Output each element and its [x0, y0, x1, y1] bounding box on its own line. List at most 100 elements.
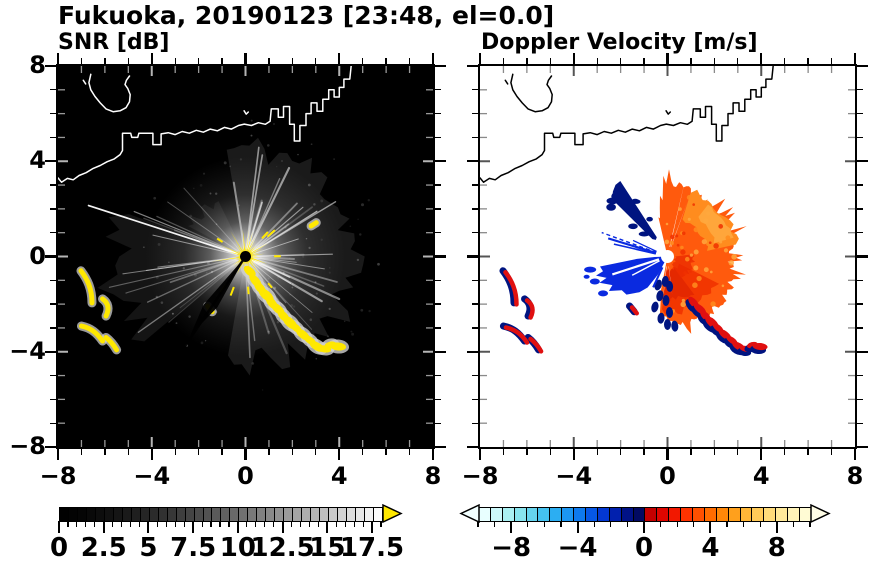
speckle	[168, 261, 170, 264]
velocity-colorbar-tick	[726, 521, 728, 527]
axis-tick	[244, 449, 247, 460]
axis-tick	[385, 58, 387, 64]
axis-tick	[50, 112, 56, 115]
axis-tick	[857, 445, 868, 449]
snr-colorbar-cell	[238, 508, 248, 521]
snr-colorbar-tick	[255, 521, 257, 527]
velocity-colorbar-tick	[576, 521, 579, 533]
axis-tick	[291, 58, 294, 64]
speckle	[360, 308, 364, 312]
snr-colorbar-cell	[121, 508, 131, 521]
speckle	[276, 166, 278, 168]
ray	[232, 181, 246, 250]
ray	[169, 258, 237, 284]
axis-tick	[338, 53, 341, 64]
ray	[252, 257, 325, 270]
fan-speckle	[719, 240, 723, 244]
velocity-colorbar-tick	[660, 521, 662, 527]
speckle	[273, 123, 275, 125]
speckle	[175, 322, 178, 324]
speckle	[214, 277, 216, 279]
fan-speckle	[686, 195, 692, 200]
y-tick-label: 4	[29, 146, 46, 175]
snr-colorbar-tick	[228, 521, 230, 527]
fan-speckle	[687, 217, 691, 221]
axis-tick	[619, 58, 622, 64]
speckle	[273, 286, 277, 290]
ray	[251, 261, 313, 313]
snr-colorbar-cell	[94, 508, 104, 521]
island-clutter	[100, 296, 111, 319]
snr-colorbar-tick	[362, 521, 364, 527]
speckle	[297, 153, 299, 156]
velocity-colorbar-tick	[610, 521, 612, 527]
velocity-plot-canvas	[480, 66, 855, 447]
axis-tick	[431, 53, 435, 64]
bright-ray	[87, 204, 238, 255]
snr-colorbar-cell	[76, 508, 86, 521]
speckle	[250, 134, 253, 137]
speckle	[157, 242, 161, 246]
snr-colorbar-tick	[147, 521, 150, 533]
snr-colorbar-label: 5	[139, 533, 158, 563]
fan-gap	[669, 180, 686, 247]
y-tick-label: −8	[9, 432, 46, 460]
snr-colorbar-tick	[121, 521, 123, 527]
coastline-islet	[504, 79, 509, 85]
axis-tick	[244, 53, 247, 64]
fan-speckle	[689, 253, 694, 257]
axis-tick	[50, 279, 56, 281]
noise-speckles	[143, 119, 380, 391]
coastline-mainland	[58, 66, 352, 183]
wedge-fragment	[583, 274, 590, 279]
axis-tick	[45, 255, 56, 258]
axis-tick	[526, 58, 528, 64]
axis-tick	[526, 449, 528, 455]
snr-colorbar-cell	[202, 508, 212, 521]
axis-tick	[362, 58, 364, 64]
speckle	[267, 144, 270, 147]
speckle	[189, 214, 193, 218]
velocity-colorbar-cell	[775, 508, 788, 521]
navy-fleck	[611, 192, 620, 201]
ray	[252, 238, 299, 255]
snr-colorbar-tick	[192, 521, 195, 533]
speckle	[209, 192, 212, 195]
speckle	[143, 246, 145, 249]
fan-speckle	[708, 241, 712, 245]
speckle	[237, 204, 240, 207]
velocity-colorbar-cell	[608, 508, 621, 521]
axis-tick	[760, 53, 763, 64]
speckle	[206, 261, 210, 265]
snr-colorbar-tick	[201, 521, 203, 527]
axis-tick	[784, 58, 786, 64]
fan-speckle	[723, 248, 729, 253]
snr-colorbar-tick	[112, 521, 114, 527]
speckle	[210, 270, 214, 273]
snr-colorbar-label: 15	[309, 533, 346, 563]
axis-tick	[478, 53, 482, 64]
speckle	[247, 284, 250, 286]
snr-colorbar-tick	[273, 521, 275, 527]
speckle	[276, 321, 280, 324]
axis-tick	[435, 279, 441, 281]
axis-tick	[50, 136, 56, 139]
velocity-colorbar-cell	[727, 508, 740, 521]
velocity-colorbar-label: −4	[557, 533, 598, 563]
navy-fleck	[606, 203, 616, 211]
speckle	[313, 203, 316, 206]
snr-colorbar-tick	[138, 521, 141, 527]
velocity-colorbar-cell	[656, 508, 669, 521]
ray	[252, 253, 333, 257]
speckle	[284, 226, 287, 229]
axis-tick	[857, 136, 863, 139]
axis-tick	[435, 232, 441, 234]
x-tick-label: −8	[461, 462, 499, 490]
island-clutter-red	[528, 336, 544, 354]
axis-tick	[857, 327, 863, 329]
clutter-echoes	[499, 267, 768, 357]
axis-tick	[435, 374, 441, 377]
velocity-colorbar-cell	[573, 508, 586, 521]
speckle	[315, 292, 318, 295]
fan-speckle	[669, 240, 674, 246]
